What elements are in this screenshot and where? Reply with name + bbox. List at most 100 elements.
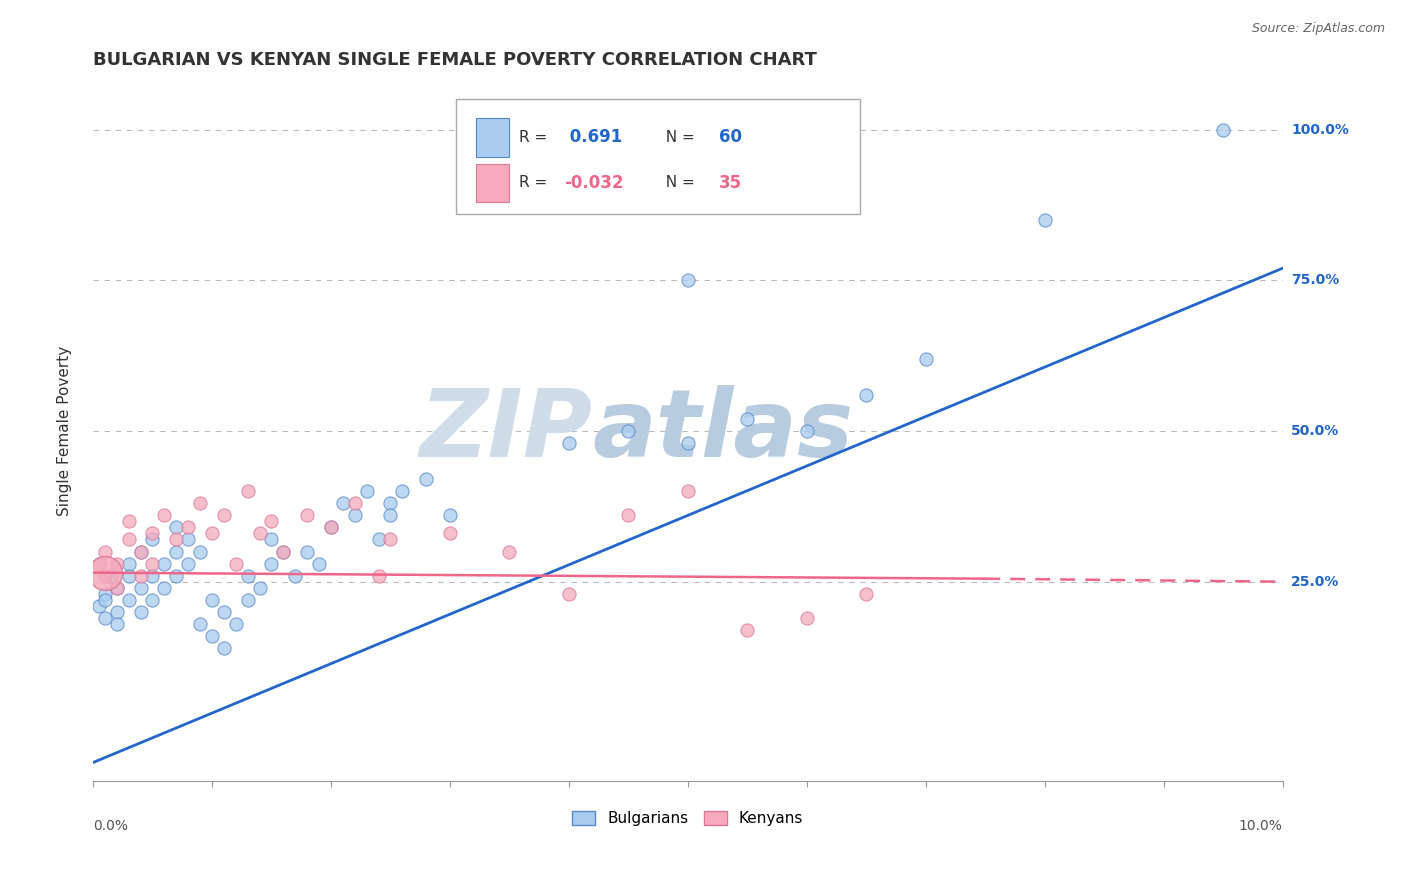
Point (380, 508, 402, 523)
Point (249, 581, 271, 595)
Point (177, 557, 200, 571)
Point (94, 544, 117, 558)
Point (105, 557, 128, 571)
Point (118, 557, 141, 571)
Text: 75.0%: 75.0% (1291, 273, 1339, 287)
Text: 35: 35 (718, 174, 742, 192)
Point (94, 592, 117, 607)
Point (380, 496, 402, 510)
Point (177, 520, 200, 534)
Text: 60: 60 (718, 128, 742, 146)
Text: N =: N = (655, 175, 699, 190)
Point (260, 533, 283, 547)
Text: 0.691: 0.691 (564, 128, 623, 146)
Point (105, 581, 128, 595)
Point (439, 526, 461, 541)
Text: 50.0%: 50.0% (1291, 424, 1339, 438)
Point (141, 533, 163, 547)
Point (212, 605, 235, 619)
Point (141, 557, 163, 571)
Point (129, 605, 152, 619)
Text: -0.032: -0.032 (564, 174, 624, 192)
Point (100, 568, 122, 582)
Point (153, 581, 176, 595)
Point (141, 568, 163, 582)
Point (94, 611, 117, 625)
Point (118, 533, 141, 547)
Point (201, 629, 224, 643)
Point (1212, 122, 1234, 136)
FancyBboxPatch shape (477, 163, 509, 202)
Point (188, 496, 211, 510)
Point (273, 544, 295, 558)
Point (558, 587, 581, 601)
Point (165, 568, 187, 582)
Point (201, 526, 224, 541)
Point (236, 484, 259, 499)
Point (236, 568, 259, 582)
Point (141, 592, 163, 607)
Point (165, 533, 187, 547)
Point (212, 508, 235, 523)
Point (236, 592, 259, 607)
Point (153, 557, 176, 571)
Point (676, 273, 699, 287)
Point (94, 568, 117, 582)
Point (129, 568, 152, 582)
Point (153, 508, 176, 523)
Point (284, 568, 307, 582)
Point (225, 616, 247, 631)
Text: atlas: atlas (593, 385, 853, 477)
FancyBboxPatch shape (456, 99, 860, 214)
Point (87, 557, 110, 571)
Point (129, 544, 152, 558)
Point (87, 599, 110, 613)
Point (118, 515, 141, 529)
Legend: Bulgarians, Kenyans: Bulgarians, Kenyans (567, 805, 810, 832)
Point (94, 566, 117, 580)
Point (796, 424, 818, 438)
Text: R =: R = (519, 175, 553, 190)
Point (855, 587, 877, 601)
Point (105, 616, 128, 631)
Text: N =: N = (655, 130, 699, 145)
Point (367, 533, 389, 547)
Point (201, 592, 224, 607)
Y-axis label: Single Female Poverty: Single Female Poverty (58, 346, 72, 516)
Point (273, 544, 295, 558)
Point (212, 640, 235, 655)
Text: Source: ZipAtlas.com: Source: ZipAtlas.com (1251, 22, 1385, 36)
Point (260, 557, 283, 571)
FancyBboxPatch shape (477, 118, 509, 156)
Point (165, 544, 187, 558)
Point (141, 526, 163, 541)
Point (94, 587, 117, 601)
Point (249, 526, 271, 541)
Point (914, 351, 936, 366)
Point (118, 592, 141, 607)
Point (737, 412, 759, 426)
Point (105, 605, 128, 619)
Point (332, 496, 354, 510)
Text: R =: R = (519, 130, 553, 145)
Point (260, 515, 283, 529)
Point (617, 508, 640, 523)
Point (295, 508, 318, 523)
Point (676, 436, 699, 450)
Point (308, 557, 330, 571)
Point (343, 508, 366, 523)
Point (391, 484, 413, 499)
Point (380, 533, 402, 547)
Point (295, 544, 318, 558)
Point (617, 424, 640, 438)
Point (796, 611, 818, 625)
Text: ZIP: ZIP (420, 385, 593, 477)
Text: 0.0%: 0.0% (93, 819, 128, 833)
Text: 25.0%: 25.0% (1291, 574, 1340, 589)
Point (188, 544, 211, 558)
Point (105, 581, 128, 595)
Text: 100.0%: 100.0% (1291, 122, 1348, 136)
Text: 10.0%: 10.0% (1239, 819, 1282, 833)
Text: BULGARIAN VS KENYAN SINGLE FEMALE POVERTY CORRELATION CHART: BULGARIAN VS KENYAN SINGLE FEMALE POVERT… (93, 51, 817, 69)
Point (225, 557, 247, 571)
